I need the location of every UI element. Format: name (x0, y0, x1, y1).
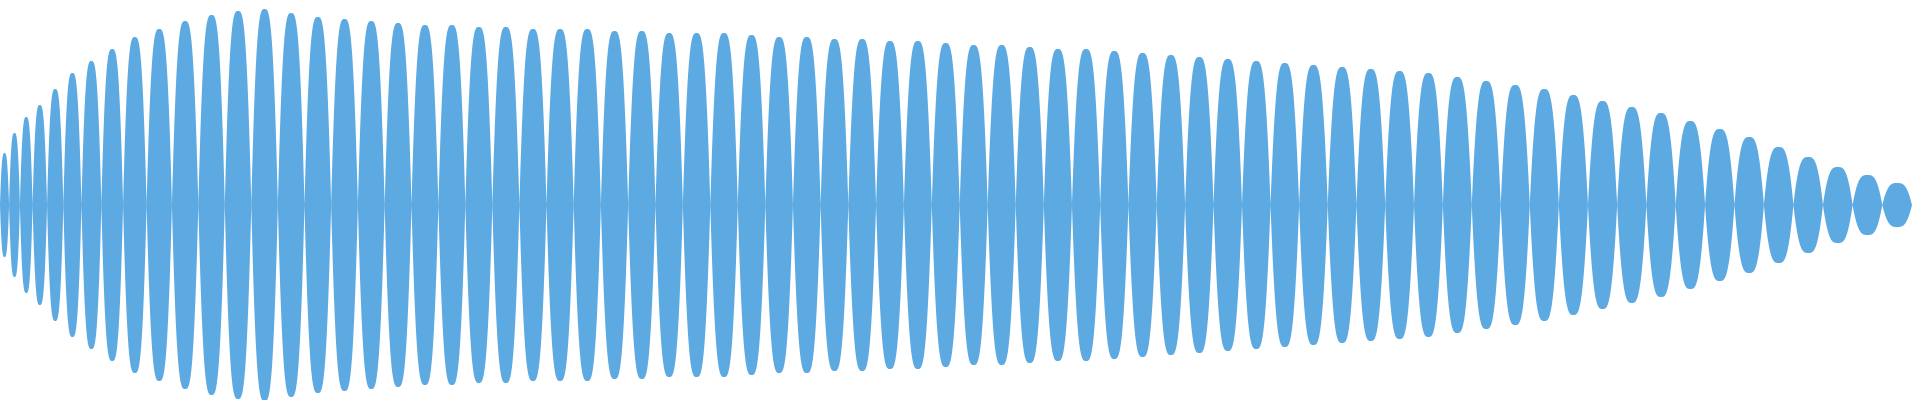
waveform-lobe (1793, 157, 1823, 253)
waveform-lobe (848, 39, 877, 371)
waveform-lobe (1587, 101, 1618, 309)
waveform-lobe (1500, 85, 1530, 325)
waveform-lobe (304, 17, 332, 393)
waveform-lobe (1882, 183, 1912, 227)
waveform-lobe (277, 13, 305, 397)
waveform-lobe (737, 35, 766, 375)
waveform-lobe (251, 9, 278, 400)
waveform-lobe (1763, 147, 1794, 263)
waveform-lobe (876, 41, 904, 369)
waveform-lobe (792, 37, 821, 373)
waveform-lobe (1822, 167, 1853, 243)
waveform-lobe (600, 31, 629, 379)
waveform-lobe (384, 23, 412, 387)
waveform-lobe (987, 45, 1016, 365)
waveform-lobe (1558, 95, 1588, 315)
waveform-lobe (123, 37, 147, 373)
waveform-lobe (1442, 77, 1472, 333)
waveform-lobe (19, 117, 33, 293)
waveform-lobe (1241, 61, 1271, 349)
waveform-lobe (0, 153, 10, 257)
waveform-lobe (465, 27, 493, 383)
waveform-lobe (573, 29, 601, 381)
waveform-lobe (47, 89, 64, 321)
waveform-lobe (1529, 89, 1559, 321)
waveform-lobe (1299, 65, 1328, 345)
waveform-lobe (101, 49, 124, 361)
waveform-lobe (1385, 71, 1414, 339)
waveform-lobe (411, 25, 439, 385)
waveform-lobe (1015, 47, 1044, 363)
waveform-lobe (438, 25, 466, 385)
waveform-lobe (628, 31, 656, 379)
waveform-lobe (546, 29, 574, 381)
waveform-lobe (1043, 49, 1072, 361)
waveform-lobe (492, 27, 520, 383)
waveform-lobe (710, 33, 738, 377)
waveform-lobe (682, 33, 711, 377)
waveform-lobe (1100, 51, 1129, 359)
waveform-lobe (357, 21, 385, 389)
waveform-lobe (655, 33, 683, 377)
waveform-lobe (820, 39, 849, 371)
waveform-lobe (931, 43, 960, 367)
waveform-lobe (224, 11, 252, 399)
waveform-lobe (1734, 137, 1764, 273)
waveform-lobe (1213, 59, 1242, 351)
waveform-lobe (959, 45, 988, 365)
waveform-lobe (1327, 67, 1357, 343)
waveform-lobe (1852, 175, 1883, 235)
waveform-lobe (1270, 63, 1300, 347)
waveform-lobe (331, 19, 358, 391)
waveform-lobe (32, 105, 48, 305)
waveform-lobe (1675, 121, 1706, 289)
waveform-lobe (1071, 49, 1101, 361)
waveform-lobe (81, 61, 102, 349)
waveform-lobe (1413, 73, 1443, 337)
waveform-lobe (1128, 53, 1157, 357)
waveform-lobe (171, 21, 199, 389)
waveform-lobe (519, 29, 547, 381)
waveform-lobe (765, 37, 793, 373)
waveform-lobe (146, 29, 172, 381)
waveform-lobe (1705, 129, 1735, 281)
waveform-lobes (0, 9, 1912, 400)
waveform-lobe (1185, 57, 1214, 353)
waveform-lobe (1646, 113, 1676, 297)
waveform-lobe (63, 73, 82, 337)
waveform-lobe (903, 41, 932, 369)
waveform-lobe (1356, 69, 1386, 341)
waveform-lobe (1471, 81, 1501, 329)
waveform-lobe (1617, 107, 1647, 303)
waveform-lobe (198, 15, 225, 395)
waveform-lobe (9, 133, 20, 277)
waveform-lobe (1156, 55, 1186, 355)
